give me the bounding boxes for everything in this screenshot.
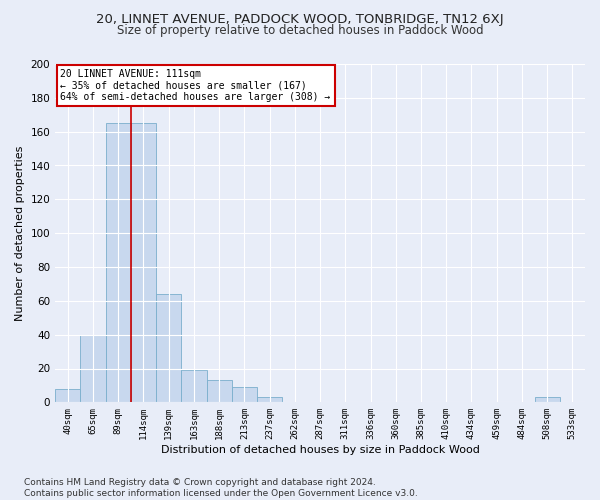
Bar (106, 123, 131, 402)
Bar (55, 389, 80, 402)
Bar (257, 398, 282, 402)
Text: Contains HM Land Registry data © Crown copyright and database right 2024.
Contai: Contains HM Land Registry data © Crown c… (24, 478, 418, 498)
Text: Size of property relative to detached houses in Paddock Wood: Size of property relative to detached ho… (116, 24, 484, 37)
Bar (181, 370, 206, 402)
Y-axis label: Number of detached properties: Number of detached properties (15, 146, 25, 321)
X-axis label: Distribution of detached houses by size in Paddock Wood: Distribution of detached houses by size … (161, 445, 479, 455)
Bar (80, 334, 106, 402)
Bar (206, 380, 232, 402)
Text: 20 LINNET AVENUE: 111sqm
← 35% of detached houses are smaller (167)
64% of semi-: 20 LINNET AVENUE: 111sqm ← 35% of detach… (61, 69, 331, 102)
Text: 20, LINNET AVENUE, PADDOCK WOOD, TONBRIDGE, TN12 6XJ: 20, LINNET AVENUE, PADDOCK WOOD, TONBRID… (96, 12, 504, 26)
Bar (535, 398, 560, 402)
Bar (131, 123, 156, 402)
Bar (156, 294, 181, 403)
Bar (232, 387, 257, 402)
